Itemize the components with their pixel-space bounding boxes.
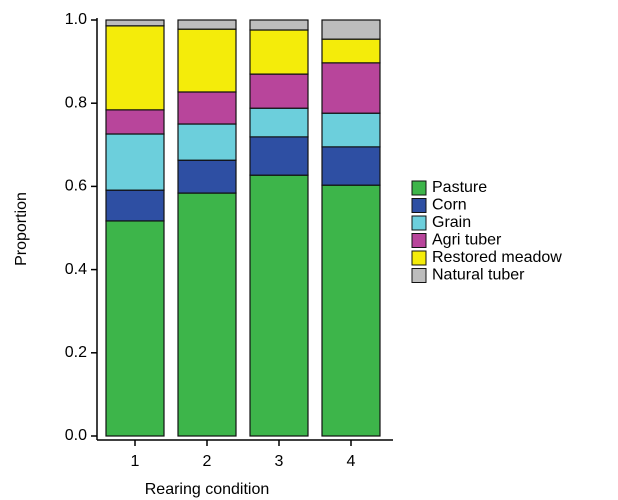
bar-segment [105, 109, 165, 135]
y-tick-label: 0.8 [65, 94, 87, 111]
bar-segment [321, 38, 381, 64]
bar-segment [321, 184, 381, 437]
legend-label: Restored meadow [432, 249, 562, 266]
y-tick-label: 1.0 [65, 11, 87, 28]
legend-swatch [411, 198, 427, 213]
bar-segment [249, 107, 309, 138]
y-axis-label: Proportion [13, 192, 30, 266]
bar-segment [321, 112, 381, 148]
bar-segment [105, 19, 165, 27]
bar-segment [177, 91, 237, 125]
bar-segment [249, 29, 309, 75]
bar-segment [105, 220, 165, 437]
bar-segment [105, 189, 165, 222]
legend-swatch [411, 215, 427, 231]
x-axis-label: Rearing condition [145, 481, 270, 498]
legend-swatch [411, 180, 427, 196]
bar-segment [177, 28, 237, 93]
y-tick-label: 0.6 [65, 178, 87, 195]
bar-segment [177, 123, 237, 161]
x-tick-label: 4 [347, 453, 356, 470]
bar-segment [249, 136, 309, 176]
bar-segment [321, 19, 381, 40]
x-tick-label: 1 [131, 453, 140, 470]
bar-segment [321, 62, 381, 114]
bar-segment [249, 73, 309, 109]
legend-swatch [411, 233, 427, 248]
legend-label: Grain [432, 214, 471, 231]
bar-segment [177, 159, 237, 194]
legend-label: Agri tuber [432, 232, 502, 249]
legend-swatch [411, 268, 427, 283]
x-tick-label: 2 [203, 453, 212, 470]
x-tick-label: 3 [275, 453, 284, 470]
bar-segment [177, 192, 237, 437]
legend-label: Pasture [432, 179, 487, 196]
bar-segment [177, 19, 237, 30]
bar-segment [105, 133, 165, 191]
legend-label: Natural tuber [432, 267, 525, 284]
legend-label: Corn [432, 197, 467, 214]
y-tick-label: 0.2 [65, 344, 87, 361]
bar-segment [249, 19, 309, 31]
bar-segment [105, 25, 165, 111]
y-tick-label: 0.0 [65, 427, 87, 444]
legend-swatch [411, 250, 427, 266]
bar-segment [321, 146, 381, 186]
bar-segment [249, 174, 309, 437]
y-tick-label: 0.4 [65, 261, 87, 278]
